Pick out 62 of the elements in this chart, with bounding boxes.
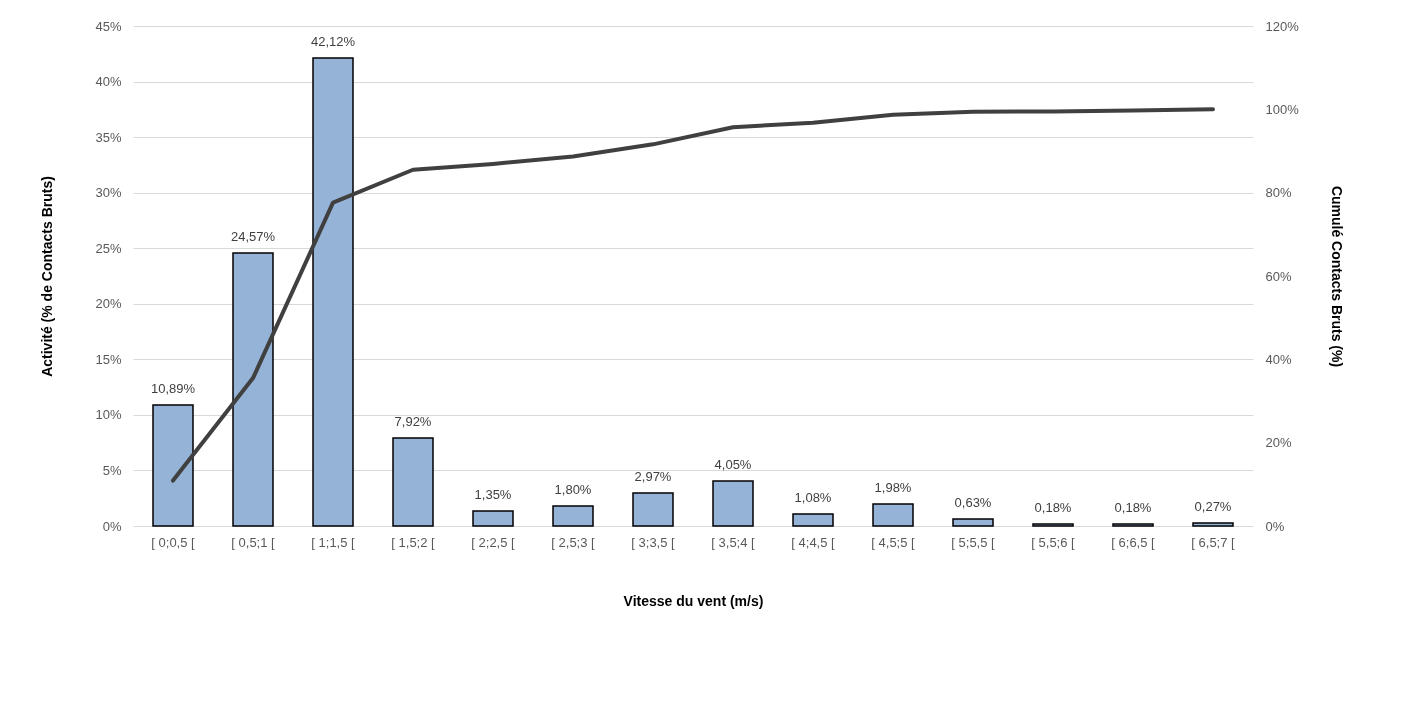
x-tick-label: [ 2;2,5 [ [471, 534, 516, 550]
data-label: 24,57% [230, 229, 276, 244]
y-tick-label: 10% [95, 407, 122, 423]
y-axis-title: Activité (% de Contacts Bruts) [39, 176, 56, 377]
bar [392, 437, 434, 527]
y2-tick-label: 20% [1265, 435, 1292, 451]
bar [712, 480, 754, 527]
x-axis-title: Vitesse du vent (m/s) [623, 592, 764, 609]
bar [792, 513, 834, 527]
y2-tick-label: 100% [1265, 101, 1300, 117]
data-label: 2,97% [634, 469, 672, 484]
data-label: 42,12% [310, 34, 356, 49]
x-tick-label: [ 0;0,5 [ [151, 534, 196, 550]
bar [632, 492, 674, 527]
x-tick-label: [ 1;1,5 [ [311, 534, 356, 550]
y-tick-label: 15% [95, 351, 122, 367]
y-tick-label: 45% [95, 18, 122, 34]
bar [1032, 523, 1074, 527]
y2-tick-label: 40% [1265, 351, 1292, 367]
y-tick-label: 40% [95, 74, 122, 90]
y2-axis-title: Cumulé Contacts Bruts (%) [1328, 185, 1345, 368]
bar [1192, 522, 1234, 527]
data-label: 0,18% [1034, 500, 1072, 515]
x-tick-label: [ 1,5;2 [ [391, 534, 436, 550]
y-tick-label: 0% [102, 518, 122, 534]
x-tick-label: [ 6,5;7 [ [1191, 534, 1236, 550]
bar [952, 518, 994, 527]
y-tick-label: 25% [95, 240, 122, 256]
data-label: 0,27% [1194, 499, 1232, 514]
bar [232, 252, 274, 527]
x-tick-label: [ 5,5;6 [ [1031, 534, 1076, 550]
y2-tick-label: 80% [1265, 185, 1292, 201]
bar [152, 404, 194, 527]
y-tick-label: 35% [95, 129, 122, 145]
y2-tick-label: 0% [1265, 518, 1285, 534]
y2-tick-label: 60% [1265, 268, 1292, 284]
data-label: 0,18% [1114, 500, 1152, 515]
y-tick-label: 5% [102, 462, 122, 478]
data-label: 10,89% [150, 381, 196, 396]
data-label: 4,05% [714, 457, 752, 472]
data-label: 1,08% [794, 490, 832, 505]
x-tick-label: [ 2,5;3 [ [551, 534, 596, 550]
x-tick-label: [ 6;6,5 [ [1111, 534, 1156, 550]
x-tick-label: [ 5;5,5 [ [951, 534, 996, 550]
x-tick-label: [ 4;4,5 [ [791, 534, 836, 550]
x-tick-label: [ 0,5;1 [ [231, 534, 276, 550]
x-tick-label: [ 4,5;5 [ [871, 534, 916, 550]
bar [1112, 523, 1154, 527]
y2-tick-label: 120% [1265, 18, 1300, 34]
x-tick-label: [ 3;3,5 [ [631, 534, 676, 550]
bar [872, 503, 914, 527]
bar [472, 510, 514, 527]
y-tick-label: 30% [95, 185, 122, 201]
bar [312, 57, 354, 527]
bar [552, 505, 594, 527]
data-label: 0,63% [954, 495, 992, 510]
data-label: 7,92% [394, 414, 432, 429]
data-label: 1,35% [474, 487, 512, 502]
y-tick-label: 20% [95, 296, 122, 312]
data-label: 1,80% [554, 482, 592, 497]
data-label: 1,98% [874, 480, 912, 495]
x-tick-label: [ 3,5;4 [ [711, 534, 756, 550]
